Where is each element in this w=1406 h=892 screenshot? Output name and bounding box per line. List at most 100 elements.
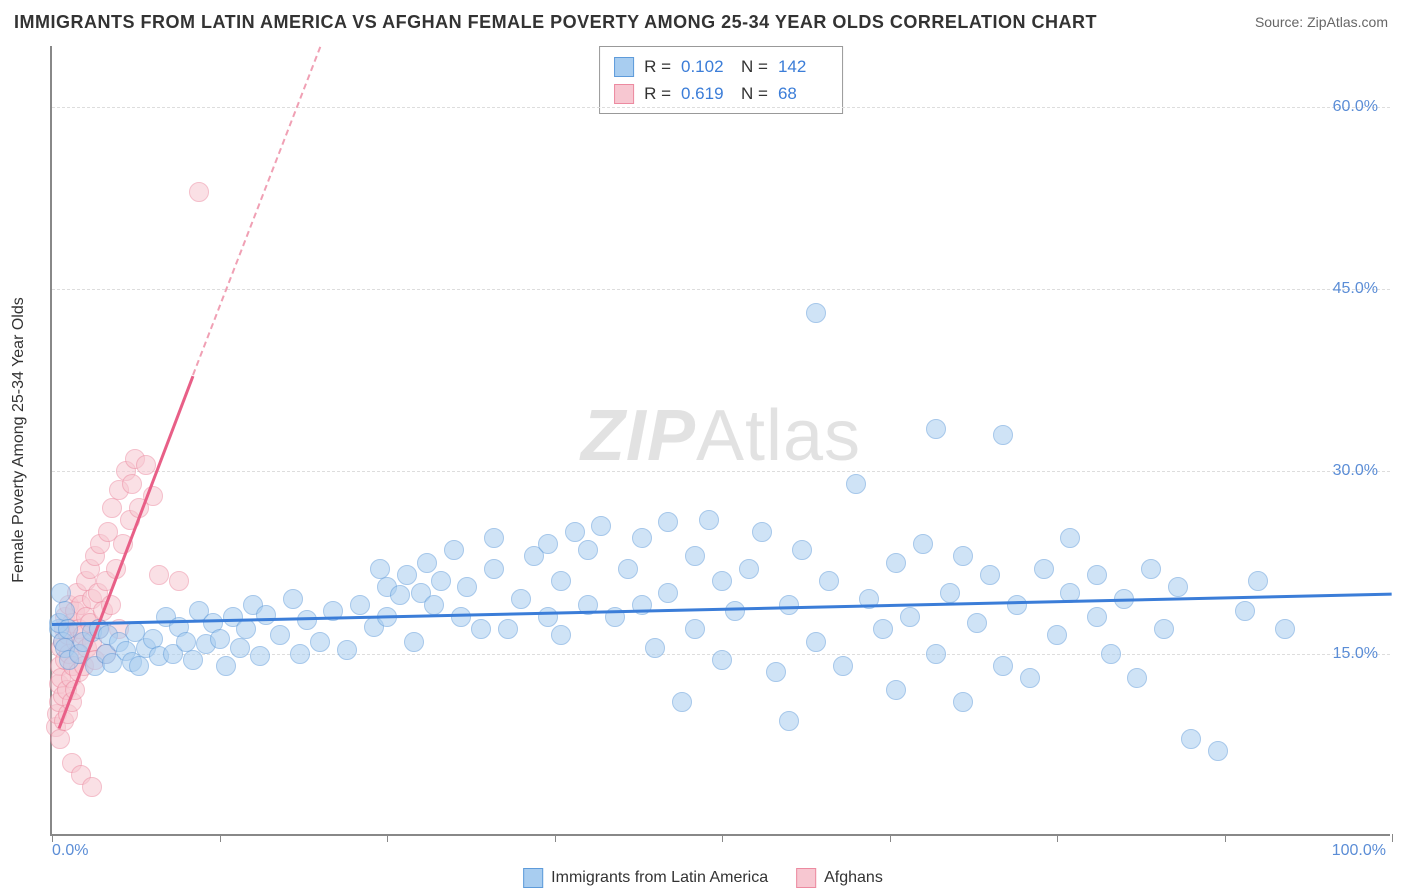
data-point-blue xyxy=(1154,619,1174,639)
data-point-blue xyxy=(565,522,585,542)
data-point-blue xyxy=(404,632,424,652)
data-point-blue xyxy=(685,546,705,566)
data-point-blue xyxy=(210,629,230,649)
x-tick xyxy=(52,834,53,842)
data-point-blue xyxy=(390,585,410,605)
trendline-pink xyxy=(57,375,194,729)
data-point-pink xyxy=(149,565,169,585)
data-point-blue xyxy=(779,595,799,615)
data-point-blue xyxy=(176,632,196,652)
data-point-blue xyxy=(873,619,893,639)
data-point-blue xyxy=(645,638,665,658)
data-point-blue xyxy=(484,528,504,548)
data-point-blue xyxy=(538,607,558,627)
data-point-blue xyxy=(980,565,1000,585)
data-point-blue xyxy=(457,577,477,597)
data-point-blue xyxy=(444,540,464,560)
data-point-blue xyxy=(1020,668,1040,688)
x-tick xyxy=(1057,834,1058,842)
data-point-blue xyxy=(578,540,598,560)
legend-item-pink: Afghans xyxy=(796,868,883,888)
data-point-blue xyxy=(471,619,491,639)
data-point-blue xyxy=(953,692,973,712)
data-point-blue xyxy=(993,656,1013,676)
watermark-atlas: Atlas xyxy=(696,396,861,476)
source-label: Source: ZipAtlas.com xyxy=(1255,14,1388,30)
gridline xyxy=(52,107,1390,108)
plot-area: ZIPAtlas R = 0.102 N = 142 R = 0.619 N =… xyxy=(50,46,1390,836)
r-label: R = xyxy=(644,80,671,107)
data-point-blue xyxy=(1208,741,1228,761)
data-point-blue xyxy=(712,650,732,670)
legend-label-pink: Afghans xyxy=(824,869,883,887)
n-label: N = xyxy=(741,53,768,80)
data-point-blue xyxy=(967,613,987,633)
y-tick-label: 30.0% xyxy=(1333,462,1378,480)
data-point-blue xyxy=(1007,595,1027,615)
data-point-blue xyxy=(337,640,357,660)
data-point-blue xyxy=(833,656,853,676)
data-point-pink xyxy=(102,498,122,518)
data-point-blue xyxy=(310,632,330,652)
watermark-zip: ZIP xyxy=(581,396,696,476)
x-tick-label-max: 100.0% xyxy=(1332,842,1386,860)
legend-label-blue: Immigrants from Latin America xyxy=(551,869,768,887)
data-point-blue xyxy=(926,419,946,439)
data-point-blue xyxy=(484,559,504,579)
data-point-blue xyxy=(250,646,270,666)
x-tick xyxy=(387,834,388,842)
r-value-pink: 0.619 xyxy=(681,80,731,107)
data-point-blue xyxy=(370,559,390,579)
y-tick-label: 60.0% xyxy=(1333,98,1378,116)
data-point-blue xyxy=(591,516,611,536)
n-label: N = xyxy=(741,80,768,107)
swatch-pink-icon xyxy=(796,868,816,888)
data-point-blue xyxy=(940,583,960,603)
data-point-blue xyxy=(819,571,839,591)
data-point-blue xyxy=(1168,577,1188,597)
x-tick xyxy=(220,834,221,842)
data-point-blue xyxy=(1060,528,1080,548)
swatch-pink-icon xyxy=(614,84,634,104)
data-point-blue xyxy=(230,638,250,658)
data-point-blue xyxy=(283,589,303,609)
data-point-blue xyxy=(451,607,471,627)
data-point-blue xyxy=(699,510,719,530)
data-point-blue xyxy=(551,571,571,591)
data-point-blue xyxy=(431,571,451,591)
data-point-blue xyxy=(129,656,149,676)
data-point-blue xyxy=(538,534,558,554)
n-value-blue: 142 xyxy=(778,53,828,80)
swatch-blue-icon xyxy=(614,57,634,77)
x-tick xyxy=(890,834,891,842)
data-point-blue xyxy=(658,583,678,603)
data-point-blue xyxy=(739,559,759,579)
stats-row-pink: R = 0.619 N = 68 xyxy=(614,80,828,107)
data-point-blue xyxy=(1181,729,1201,749)
data-point-blue xyxy=(886,680,906,700)
swatch-blue-icon xyxy=(523,868,543,888)
trendline-pink-dash xyxy=(192,47,321,376)
r-label: R = xyxy=(644,53,671,80)
stats-legend: R = 0.102 N = 142 R = 0.619 N = 68 xyxy=(599,46,843,114)
data-point-blue xyxy=(183,650,203,670)
x-tick xyxy=(1392,834,1393,842)
data-point-blue xyxy=(725,601,745,621)
data-point-blue xyxy=(766,662,786,682)
data-point-pink xyxy=(136,455,156,475)
data-point-blue xyxy=(1127,668,1147,688)
data-point-blue xyxy=(953,546,973,566)
y-tick-label: 15.0% xyxy=(1333,645,1378,663)
y-tick-label: 45.0% xyxy=(1333,280,1378,298)
data-point-blue xyxy=(1141,559,1161,579)
data-point-blue xyxy=(290,644,310,664)
data-point-blue xyxy=(792,540,812,560)
r-value-blue: 0.102 xyxy=(681,53,731,80)
data-point-blue xyxy=(926,644,946,664)
data-point-blue xyxy=(551,625,571,645)
data-point-blue xyxy=(498,619,518,639)
data-point-blue xyxy=(1087,565,1107,585)
n-value-pink: 68 xyxy=(778,80,828,107)
data-point-pink xyxy=(169,571,189,591)
data-point-blue xyxy=(672,692,692,712)
